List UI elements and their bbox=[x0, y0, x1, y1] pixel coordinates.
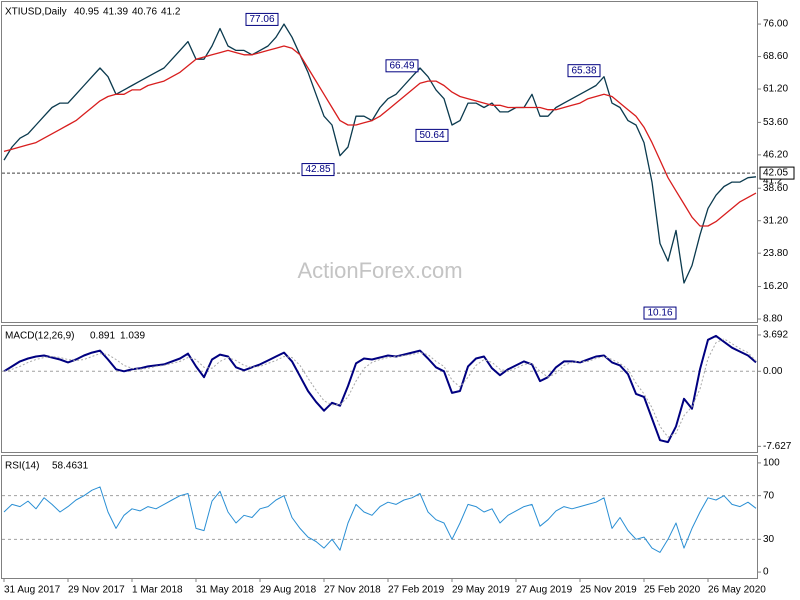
y-tick-label: 3.692 bbox=[763, 330, 788, 341]
y-tick-label: 38.60 bbox=[763, 183, 788, 194]
annotation-box bbox=[643, 306, 677, 320]
x-tick-label: 29 May 2019 bbox=[452, 585, 510, 596]
level-label: 42.05 bbox=[763, 168, 788, 179]
x-tick-label: 29 Nov 2017 bbox=[68, 585, 125, 596]
series-line bbox=[3, 338, 757, 438]
watermark: ActionForex.com bbox=[297, 258, 462, 283]
y-tick-label: 0 bbox=[763, 567, 769, 578]
annotation-box bbox=[567, 64, 601, 78]
ohlc-value: 40.76 bbox=[132, 7, 157, 18]
annotation: 50.64 bbox=[419, 130, 444, 141]
series-line bbox=[3, 45, 757, 227]
y-tick-label: 8.80 bbox=[763, 314, 783, 325]
annotation: 10.16 bbox=[647, 308, 672, 319]
annotation-box bbox=[415, 128, 449, 142]
y-tick-label: 0.00 bbox=[763, 366, 783, 377]
rsi-panel bbox=[1, 455, 758, 579]
x-tick-label: 25 Feb 2020 bbox=[644, 585, 701, 596]
annotation-box bbox=[301, 163, 335, 177]
ohlc-value: 40.95 bbox=[74, 7, 99, 18]
y-tick-label: 31.20 bbox=[763, 215, 788, 226]
annotation: 77.06 bbox=[249, 14, 274, 25]
y-tick-label: 68.60 bbox=[763, 51, 788, 62]
annotation: 42.85 bbox=[305, 164, 330, 175]
y-tick-label: -7.627 bbox=[763, 441, 792, 452]
y-tick-label: 61.20 bbox=[763, 84, 788, 95]
x-tick-label: 31 Aug 2017 bbox=[4, 585, 61, 596]
ohlc-value: 41.2 bbox=[161, 7, 181, 18]
level-label-box bbox=[759, 166, 795, 180]
y-tick-label: 70 bbox=[763, 490, 775, 501]
x-tick-label: 29 Aug 2018 bbox=[260, 585, 317, 596]
x-tick-label: 27 Feb 2019 bbox=[388, 585, 445, 596]
panel-title: XTIUSD,Daily bbox=[5, 7, 67, 18]
series-line bbox=[3, 23, 757, 284]
y-tick-label: 16.20 bbox=[763, 281, 788, 292]
x-tick-label: 31 May 2018 bbox=[196, 585, 254, 596]
y-tick-label: 23.80 bbox=[763, 248, 788, 259]
annotation-box bbox=[245, 12, 279, 26]
ohlc-value: 41.39 bbox=[103, 7, 128, 18]
x-tick-label: 26 May 2020 bbox=[708, 585, 766, 596]
series-line bbox=[3, 486, 757, 553]
x-tick-label: 27 Nov 2018 bbox=[324, 585, 381, 596]
series-line bbox=[3, 334, 757, 444]
x-tick-label: 1 Mar 2018 bbox=[132, 585, 183, 596]
y-tick-label: 53.60 bbox=[763, 117, 788, 128]
annotation: 65.38 bbox=[571, 65, 596, 76]
y-tick-label: 46.20 bbox=[763, 150, 788, 161]
annotation-box bbox=[385, 59, 419, 73]
indicator-value: 58.4631 bbox=[52, 461, 89, 472]
x-tick-label: 27 Aug 2019 bbox=[516, 585, 573, 596]
price-panel bbox=[1, 1, 758, 323]
macd-panel bbox=[1, 325, 758, 453]
y-tick-label: 30 bbox=[763, 534, 775, 545]
indicator-value: 1.039 bbox=[120, 331, 145, 342]
panel-title: MACD(12,26,9) bbox=[5, 331, 74, 342]
close-label: 41.2 bbox=[763, 175, 783, 186]
annotation: 66.49 bbox=[389, 60, 414, 71]
panel-title: RSI(14) bbox=[5, 461, 39, 472]
y-tick-label: 76.00 bbox=[763, 19, 788, 30]
x-tick-label: 25 Nov 2019 bbox=[580, 585, 637, 596]
indicator-value: 0.891 bbox=[90, 331, 115, 342]
y-tick-label: 100 bbox=[763, 458, 780, 469]
